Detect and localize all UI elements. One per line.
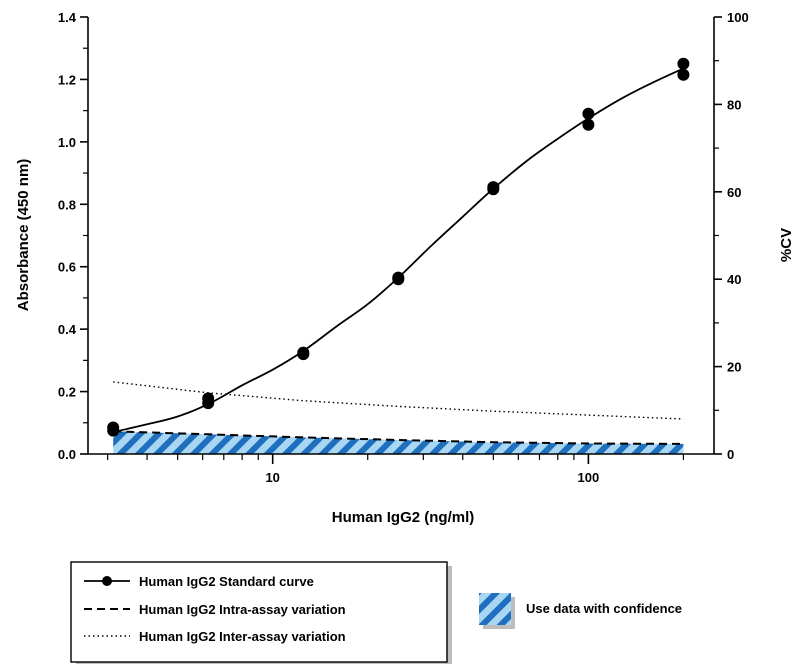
legend-box: [70, 561, 448, 663]
legend-item-intra-assay: Human IgG2 Intra-assay variation: [84, 602, 346, 617]
data-point: [392, 273, 405, 286]
x-tick-label: 10: [265, 470, 279, 485]
y2-axis-title: %CV: [778, 228, 795, 262]
x-tick-label: 100: [578, 470, 600, 485]
y2-tick-label: 60: [727, 185, 741, 200]
y-axis-ticks: 0.0 0.2 0.4 0.6 0.8 1.0 1.2 1.4: [58, 10, 88, 462]
y2-tick-label: 100: [727, 10, 749, 25]
confidence-region: [113, 431, 684, 454]
data-point: [582, 107, 595, 120]
series-standard-curve-line: [112, 67, 684, 433]
data-point: [677, 68, 690, 81]
y-tick-label: 0.2: [58, 385, 76, 400]
legend-item-confidence: Use data with confidence: [479, 593, 682, 629]
y2-tick-label: 20: [727, 360, 741, 375]
legend: Human IgG2 Standard curve Human IgG2 Int…: [70, 561, 452, 664]
y2-tick-label: 0: [727, 447, 734, 462]
y-tick-label: 1.4: [58, 10, 77, 25]
series-standard-curve-points: [107, 57, 690, 437]
x-axis-title: Human IgG2 (ng/ml): [332, 509, 475, 526]
y-tick-label: 0.4: [58, 322, 77, 337]
axes: [87, 17, 715, 455]
legend-item-standard-curve: Human IgG2 Standard curve: [84, 574, 314, 589]
data-point: [107, 424, 120, 437]
x-axis-ticks: 10 100: [107, 454, 685, 485]
y-axis-title: Absorbance (450 nm): [15, 159, 32, 312]
legend-label-intra-assay: Human IgG2 Intra-assay variation: [139, 602, 346, 617]
y-tick-label: 0.0: [58, 447, 76, 462]
legend-confidence-swatch: [479, 593, 511, 625]
y-tick-label: 1.0: [58, 135, 76, 150]
legend-label-standard-curve: Human IgG2 Standard curve: [139, 574, 314, 589]
data-point: [677, 57, 690, 70]
legend-confidence-label: Use data with confidence: [526, 601, 682, 616]
y2-tick-label: 40: [727, 272, 741, 287]
y-tick-label: 1.2: [58, 72, 76, 87]
data-point: [487, 183, 500, 196]
y2-axis-ticks: 0 20 40 60 80 100: [714, 10, 749, 462]
series-inter-assay-line: [113, 381, 684, 420]
y2-tick-label: 80: [727, 97, 741, 112]
data-point: [202, 397, 215, 410]
y-tick-label: 0.6: [58, 260, 76, 275]
series-intra-assay-line: [113, 430, 684, 445]
y-tick-label: 0.8: [58, 197, 76, 212]
legend-label-inter-assay: Human IgG2 Inter-assay variation: [139, 629, 346, 644]
legend-item-inter-assay: Human IgG2 Inter-assay variation: [84, 629, 346, 644]
data-point: [582, 118, 595, 131]
data-point: [297, 348, 310, 361]
legend-marker-standard-curve: [102, 576, 112, 586]
